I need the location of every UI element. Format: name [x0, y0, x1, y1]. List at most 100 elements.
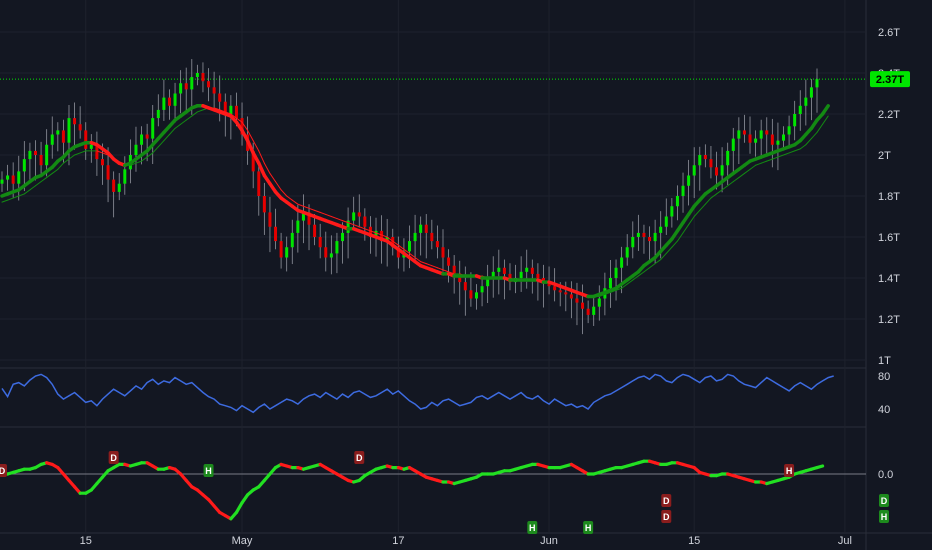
candle-body[interactable]	[458, 273, 462, 283]
candle-body[interactable]	[223, 101, 227, 114]
time-axis[interactable]: 15May17Jun15Jul15Aug16Sep15	[80, 535, 932, 547]
candle-body[interactable]	[22, 159, 26, 172]
candle-body[interactable]	[156, 109, 160, 119]
signal-badge[interactable]	[661, 494, 672, 507]
candle-body[interactable]	[45, 144, 49, 166]
candle-body[interactable]	[234, 105, 238, 119]
candle-body[interactable]	[681, 185, 685, 196]
candle-body[interactable]	[441, 247, 445, 258]
candle-body[interactable]	[575, 298, 579, 303]
candle-body[interactable]	[33, 150, 37, 155]
candle-body[interactable]	[502, 267, 506, 274]
candle-body[interactable]	[424, 224, 428, 233]
candle-body[interactable]	[301, 212, 305, 221]
signal-badge[interactable]	[784, 464, 795, 477]
candle-body[interactable]	[313, 224, 317, 237]
candle-body[interactable]	[357, 212, 361, 217]
candle-body[interactable]	[793, 114, 797, 127]
signal-badge[interactable]	[108, 451, 119, 464]
candle-body[interactable]	[78, 124, 82, 131]
candle-body[interactable]	[698, 155, 702, 166]
candle-body[interactable]	[642, 232, 646, 237]
candle-body[interactable]	[731, 138, 735, 151]
candle-body[interactable]	[625, 247, 629, 258]
candle-body[interactable]	[474, 292, 478, 299]
candle-body[interactable]	[486, 278, 490, 287]
candle-body[interactable]	[776, 140, 780, 145]
candle-body[interactable]	[67, 118, 71, 143]
candle-body[interactable]	[95, 144, 99, 160]
candle-body[interactable]	[6, 175, 10, 180]
candle-body[interactable]	[614, 267, 618, 278]
candle-body[interactable]	[240, 118, 244, 135]
signal-badge[interactable]	[661, 510, 672, 523]
candle-body[interactable]	[408, 241, 411, 252]
candle-body[interactable]	[173, 93, 177, 106]
candle-body[interactable]	[380, 230, 384, 242]
candle-body[interactable]	[770, 134, 774, 145]
candle-body[interactable]	[759, 130, 763, 139]
candle-body[interactable]	[463, 282, 467, 291]
price-pane[interactable]	[0, 59, 830, 335]
candle-body[interactable]	[179, 83, 183, 94]
candle-body[interactable]	[218, 93, 222, 102]
signal-badge[interactable]	[878, 510, 889, 523]
candle-body[interactable]	[190, 77, 194, 90]
candle-body[interactable]	[11, 175, 15, 184]
signal-badge[interactable]	[354, 451, 365, 464]
candle-body[interactable]	[363, 216, 367, 227]
candle-body[interactable]	[491, 271, 495, 278]
candle-body[interactable]	[145, 134, 149, 139]
candle-body[interactable]	[631, 237, 635, 248]
candle-body[interactable]	[569, 294, 573, 299]
candle-body[interactable]	[56, 130, 60, 135]
candle-body[interactable]	[597, 298, 601, 307]
candle-body[interactable]	[17, 171, 21, 184]
candle-body[interactable]	[692, 165, 696, 176]
candle-body[interactable]	[207, 81, 211, 88]
candle-body[interactable]	[497, 267, 501, 272]
candle-body[interactable]	[419, 224, 423, 233]
signal-badge[interactable]	[0, 464, 7, 477]
candle-body[interactable]	[274, 226, 278, 242]
candle-body[interactable]	[296, 220, 300, 233]
candle-body[interactable]	[687, 175, 691, 186]
candle-body[interactable]	[318, 237, 322, 248]
candle-body[interactable]	[28, 150, 32, 160]
candle-body[interactable]	[541, 278, 545, 283]
candle-body[interactable]	[374, 230, 378, 237]
candle-body[interactable]	[592, 306, 596, 315]
candle-body[interactable]	[447, 257, 451, 266]
candle-body[interactable]	[648, 237, 652, 242]
candle-body[interactable]	[285, 247, 289, 258]
candle-body[interactable]	[525, 267, 529, 272]
candle-body[interactable]	[195, 73, 199, 78]
candle-body[interactable]	[748, 134, 752, 143]
candle-body[interactable]	[608, 278, 612, 289]
candle-body[interactable]	[162, 97, 166, 110]
candle-body[interactable]	[385, 237, 389, 242]
candle-body[interactable]	[396, 247, 400, 258]
candle-body[interactable]	[519, 271, 523, 278]
candle-body[interactable]	[341, 232, 345, 242]
candle-body[interactable]	[391, 237, 395, 248]
candle-body[interactable]	[720, 165, 724, 176]
candle-body[interactable]	[715, 167, 719, 176]
candle-body[interactable]	[112, 179, 116, 192]
candle-body[interactable]	[201, 73, 205, 82]
candle-body[interactable]	[368, 226, 372, 237]
candle-body[interactable]	[290, 232, 294, 248]
candle-body[interactable]	[140, 134, 144, 145]
candle-body[interactable]	[212, 87, 216, 94]
candle-body[interactable]	[809, 87, 813, 98]
candle-body[interactable]	[664, 216, 668, 227]
candle-body[interactable]	[61, 130, 65, 143]
candle-body[interactable]	[709, 159, 713, 168]
candle-body[interactable]	[553, 286, 557, 291]
candle-body[interactable]	[480, 286, 484, 293]
candle-body[interactable]	[726, 150, 730, 166]
rsi-pane[interactable]	[1, 373, 834, 414]
candle-body[interactable]	[229, 105, 233, 114]
candle-body[interactable]	[262, 196, 266, 213]
